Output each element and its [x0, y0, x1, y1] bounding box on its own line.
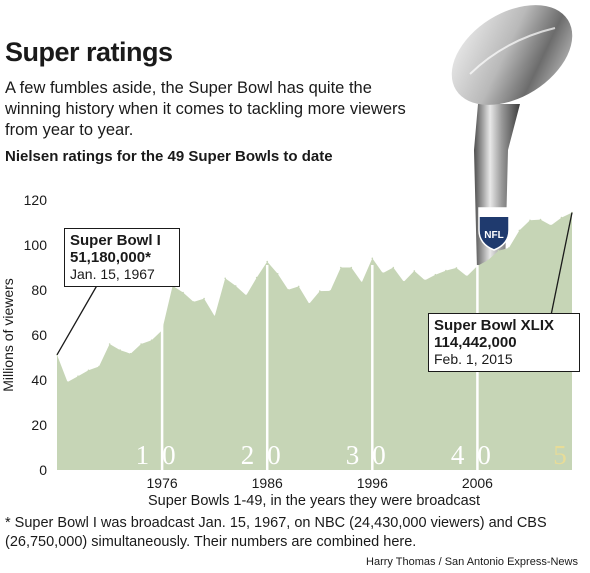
data-point [108, 343, 111, 345]
data-point [508, 247, 510, 249]
data-point [560, 216, 563, 219]
callout-date: Jan. 15, 1967 [70, 266, 155, 282]
data-point [245, 294, 247, 297]
data-point [487, 259, 489, 262]
data-point [87, 369, 90, 372]
nfl-shield-icon: NFL [478, 207, 510, 251]
data-point [308, 302, 311, 305]
data-point [434, 273, 437, 276]
data-point [224, 277, 226, 280]
data-point [213, 315, 216, 318]
y-tick-label: 80 [31, 282, 47, 298]
data-point [455, 267, 458, 269]
page-title: Super ratings [5, 37, 173, 67]
y-tick-label: 40 [31, 372, 47, 388]
data-point [182, 291, 184, 294]
data-point [287, 289, 290, 291]
x-tick-label: 1996 [357, 475, 388, 491]
data-point [392, 266, 395, 269]
callout-leader [56, 274, 104, 356]
data-point [445, 269, 447, 272]
data-point [203, 297, 205, 300]
data-point [150, 339, 153, 342]
data-point [98, 365, 100, 368]
callout-value: 51,180,000* [70, 249, 151, 266]
data-point [66, 381, 69, 383]
x-axis-label: Super Bowls 1-49, in the years they were… [148, 493, 480, 509]
svg-text:NFL: NFL [484, 230, 503, 241]
data-point [129, 352, 132, 355]
credit: Harry Thomas / San Antonio Express-News [366, 556, 578, 568]
data-point [350, 266, 353, 269]
x-tick-label: 1976 [147, 475, 178, 491]
data-point [319, 290, 321, 292]
data-point [119, 349, 121, 351]
callout-leader [547, 212, 573, 331]
data-point [329, 290, 332, 292]
y-tick-label: 100 [24, 237, 48, 253]
data-point [234, 285, 237, 287]
callout-date: Feb. 1, 2015 [434, 351, 513, 367]
x-tick-label: 2006 [462, 475, 493, 491]
data-point [361, 281, 363, 284]
data-point [297, 285, 300, 288]
data-point [140, 343, 142, 345]
x-tick-label: 1986 [252, 475, 283, 491]
y-tick-label: 20 [31, 417, 47, 433]
y-axis-label: Millions of viewers [0, 278, 16, 392]
y-tick-label: 0 [39, 462, 47, 478]
y-tick-label: 60 [31, 327, 47, 343]
callout-super-bowl-xlix: Super Bowl XLIX 114,442,000 Feb. 1, 2015 [428, 313, 580, 372]
data-point [340, 266, 342, 269]
decade-marker: 30 [346, 440, 399, 470]
data-point [403, 280, 405, 283]
decade-marker: 40 [451, 440, 504, 470]
data-point [550, 224, 552, 227]
data-point [497, 250, 500, 252]
callout-name: Super Bowl I [70, 232, 161, 249]
callout-super-bowl-i: Super Bowl I 51,180,000* Jan. 15, 1967 [64, 228, 180, 287]
decade-marker: 20 [241, 440, 294, 470]
data-point [192, 301, 195, 303]
chart-title: Nielsen ratings for the 49 Super Bowls t… [5, 148, 333, 165]
data-point [77, 375, 79, 378]
data-point [266, 260, 269, 263]
data-point [518, 229, 521, 232]
data-point [255, 276, 258, 279]
y-tick-label: 120 [24, 192, 48, 208]
callout-name: Super Bowl XLIX [434, 317, 555, 334]
data-point [466, 275, 468, 278]
data-point [276, 273, 279, 275]
data-point [424, 279, 426, 282]
data-point [529, 219, 531, 222]
callout-value: 114,442,000 [434, 334, 517, 351]
data-point [382, 272, 384, 274]
area-series [57, 212, 572, 470]
decade-marker: 5 [553, 440, 567, 470]
data-point [413, 270, 416, 272]
decade-marker: 10 [136, 440, 189, 470]
data-point [539, 218, 542, 221]
data-point [371, 257, 374, 260]
footnote: * Super Bowl I was broadcast Jan. 15, 19… [5, 515, 547, 550]
page-dek: A few fumbles aside, the Super Bowl has … [5, 79, 406, 139]
